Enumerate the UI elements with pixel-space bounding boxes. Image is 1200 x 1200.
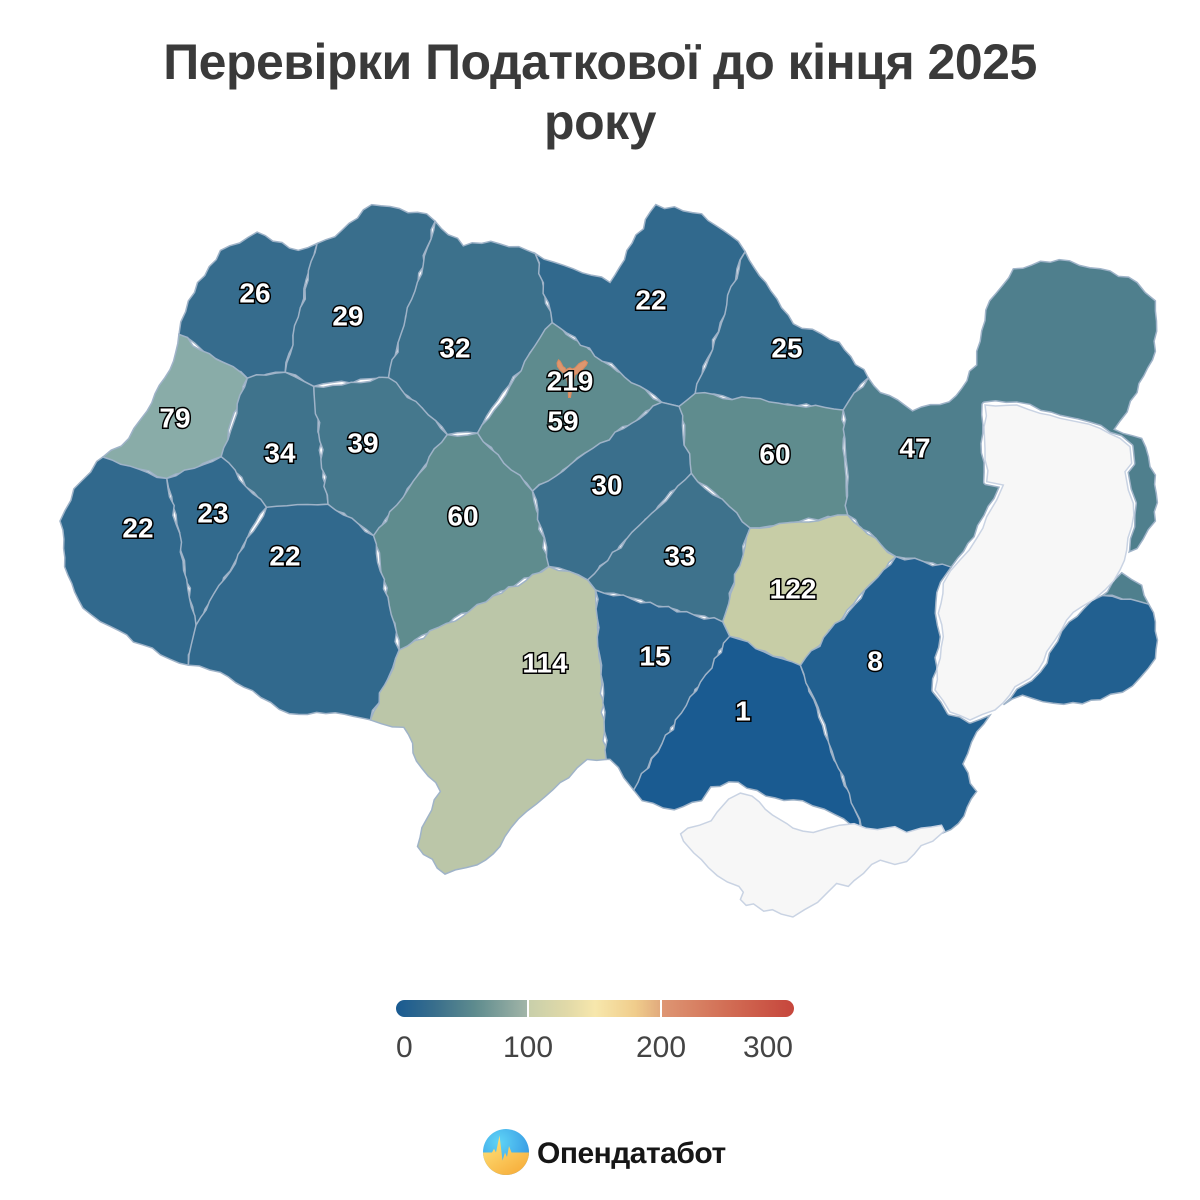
svg-text:Опендатабот: Опендатабот bbox=[537, 1137, 726, 1170]
